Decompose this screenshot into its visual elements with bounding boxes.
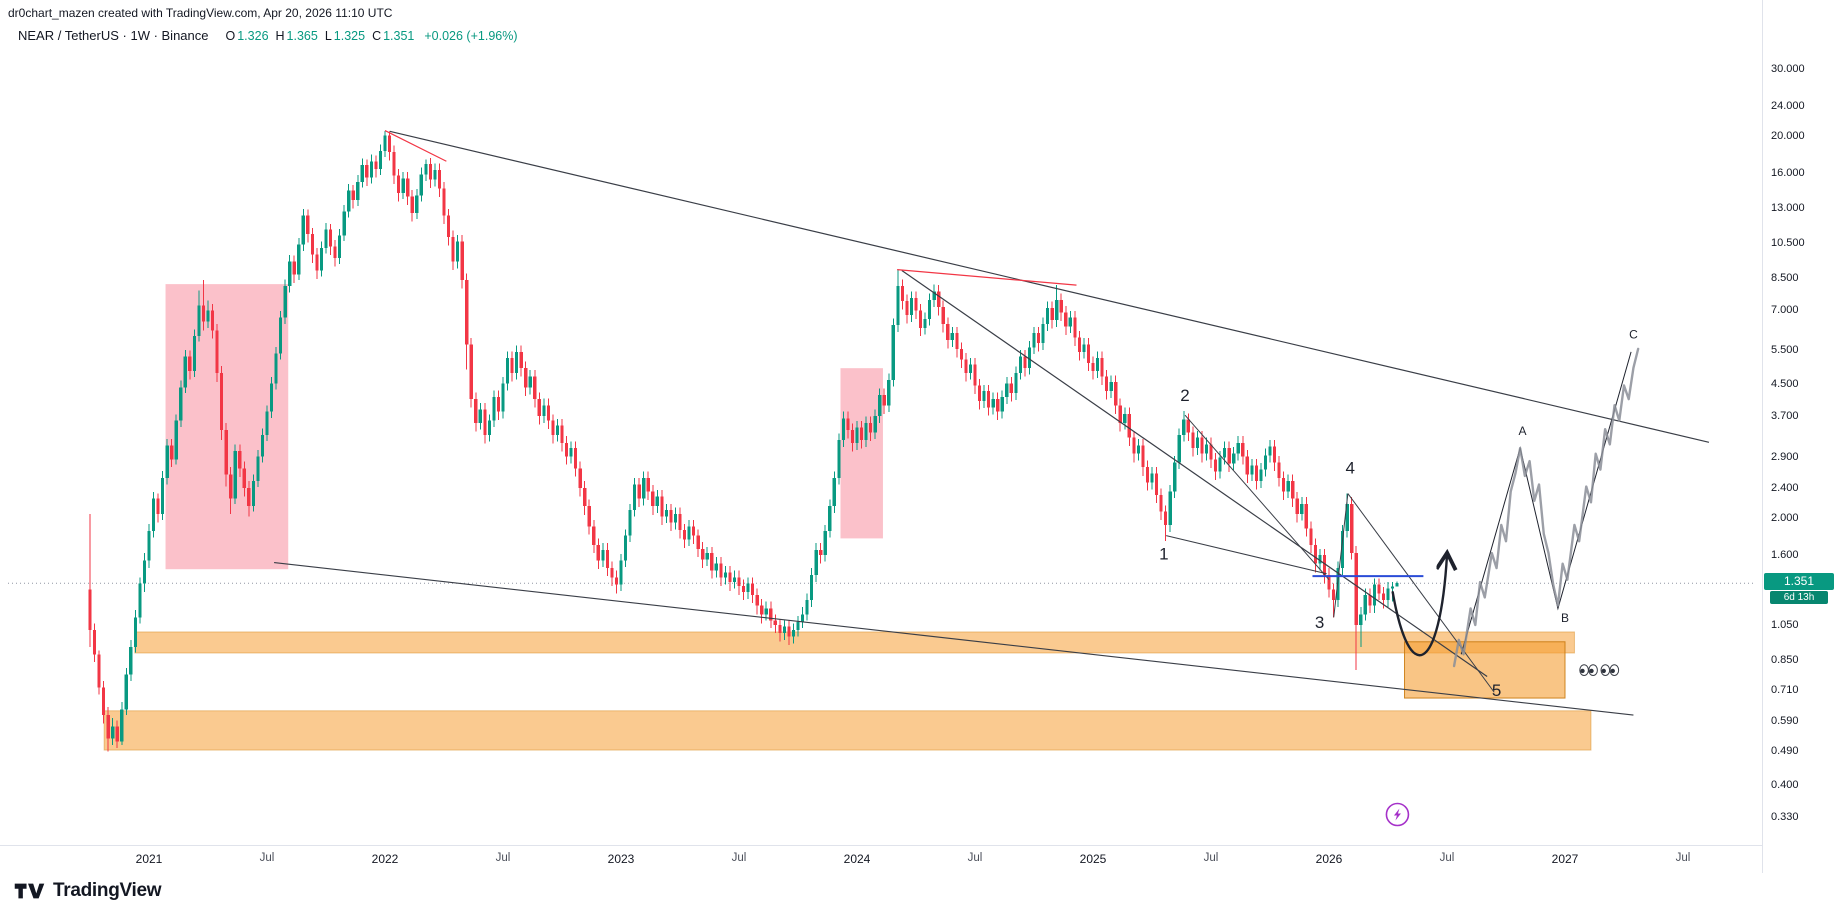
price-tick-1.050: 1.050 [1771,619,1799,631]
price-tick-2.900: 2.900 [1771,450,1799,463]
red-top-line-2022[interactable] [384,129,447,162]
eyes-emoji-icon[interactable] [1600,664,1620,677]
price-tick-0.400: 0.400 [1771,779,1799,792]
time-tick-2021: 2021 [135,852,163,866]
stickers-layer[interactable] [1385,664,1620,827]
demand-band-0.55[interactable] [103,710,1592,751]
time-axis[interactable]: 2021 Jul 2022 Jul 2023 Jul 2024 Jul 2025 Jul 2026 J… [0,845,1762,873]
tradingview-footer[interactable]: TradingView [14,880,162,902]
time-tick-2023: 2023 [607,852,635,866]
price-tick-16.000: 16.000 [1771,167,1805,180]
ohlc-value-O: 1.326 [237,28,269,43]
price-tick-7.000: 7.000 [1771,304,1799,317]
upper-trendline[interactable] [389,130,1710,443]
ohlc-value-C: 1.351 [383,28,415,43]
price-tick-4.500: 4.500 [1771,377,1799,390]
time-tick-2027: 2027 [1551,852,1579,866]
wave-label-B[interactable]: B [1561,611,1569,625]
supply-zone-2021[interactable] [165,284,289,570]
wave-labels-layer[interactable]: 1 2 3 4 5 A B C [1159,328,1638,700]
wave-label-3[interactable]: 3 [1315,613,1324,632]
ohlc-label-L: L [324,28,332,43]
price-tick-24.000: 24.000 [1771,100,1805,112]
demand-band-1.00[interactable] [134,631,1575,654]
supply-zone-2024[interactable] [840,368,883,539]
wave-label-C[interactable]: C [1629,328,1638,342]
time-tick-Jul: Jul [1439,852,1455,864]
projection-layer[interactable] [1391,347,1640,668]
change-value: +0.026 (+1.96%) [424,28,518,43]
abc-projection-line[interactable] [1460,351,1632,655]
wave-4-to-5-line[interactable] [1347,493,1495,693]
price-tick-1.600: 1.600 [1771,549,1799,562]
price-tick-30.000: 30.000 [1771,62,1805,75]
wave-label-2[interactable]: 2 [1180,386,1189,405]
price-tick-10.500: 10.500 [1771,237,1805,250]
lines-layer[interactable] [274,129,1710,716]
attribution-text: dr0chart_mazen created with TradingView.… [8,6,393,20]
projection-squiggle[interactable] [1452,347,1640,668]
ohlc-label-O: O [225,28,236,43]
time-tick-Jul: Jul [967,852,983,864]
time-tick-Jul: Jul [1675,852,1691,864]
price-tick-2.400: 2.400 [1771,481,1799,494]
wave-label-4[interactable]: 4 [1346,458,1355,477]
time-tick-Jul: Jul [495,852,511,864]
price-tick-5.500: 5.500 [1771,344,1799,357]
bar-countdown: 6d 13h [1770,591,1828,605]
price-tick-0.710: 0.710 [1771,683,1799,696]
chart-canvas[interactable]: 1 2 3 4 5 A B C [0,0,1762,845]
time-tick-2026: 2026 [1315,852,1343,866]
price-tick-8.500: 8.500 [1771,272,1799,285]
time-tick-2024: 2024 [843,852,871,866]
current-price-value: 1.351 [1764,573,1834,591]
wave-3-to-4-line[interactable] [1333,493,1349,618]
price-tick-0.490: 0.490 [1771,745,1799,758]
triangle-lower-line[interactable] [1166,535,1327,575]
ohlc-value-L: 1.325 [333,28,366,43]
time-tick-Jul: Jul [1203,852,1219,864]
symbol-bar: NEAR / TetherUS · 1W · Binance O 1.326 H 1.… [18,28,518,43]
time-tick-Jul: Jul [259,852,275,864]
wave-label-1[interactable]: 1 [1159,544,1168,563]
price-tick-0.330: 0.330 [1771,810,1799,823]
tradingview-brand-text: TradingView [53,880,162,901]
time-tick-Jul: Jul [731,852,747,864]
zones-layer[interactable] [103,284,1592,751]
eyes-emoji-icon[interactable] [1579,664,1598,677]
ohlc-label-C: C [372,28,382,43]
ohlc-label-H: H [275,28,285,43]
zap-emoji-icon[interactable] [1385,802,1410,827]
price-tick-0.590: 0.590 [1771,714,1799,727]
price-tick-0.850: 0.850 [1771,654,1799,667]
candles-layer [88,130,1399,752]
lower-trendline[interactable] [274,561,1634,716]
curved-arrow[interactable] [1391,555,1447,657]
current-price-badge: 1.351 6d 13h [1764,573,1834,605]
price-tick-13.000: 13.000 [1771,201,1805,214]
red-top-line-2024[interactable] [897,269,1077,286]
time-tick-2022: 2022 [371,852,399,866]
price-tick-2.000: 2.000 [1771,512,1799,525]
ohlc-value-H: 1.365 [286,28,318,43]
mid-trendline[interactable] [901,270,1488,677]
wave-label-A[interactable]: A [1519,424,1527,438]
ohlc-values: O 1.326 H 1.365 L 1.325 C 1.351 [219,29,415,43]
time-tick-2025: 2025 [1079,852,1107,866]
tradingview-logo-icon [14,883,45,899]
price-axis[interactable]: 1.351 6d 13h 30.000 24.000 20.000 16.000 13.… [1762,0,1835,873]
price-tick-20.000: 20.000 [1771,130,1805,143]
price-tick-3.700: 3.700 [1771,410,1799,423]
wave-label-5[interactable]: 5 [1492,681,1501,700]
symbol-title[interactable]: NEAR / TetherUS · 1W · Binance [18,28,209,43]
triangle-upper-line[interactable] [1184,414,1330,581]
